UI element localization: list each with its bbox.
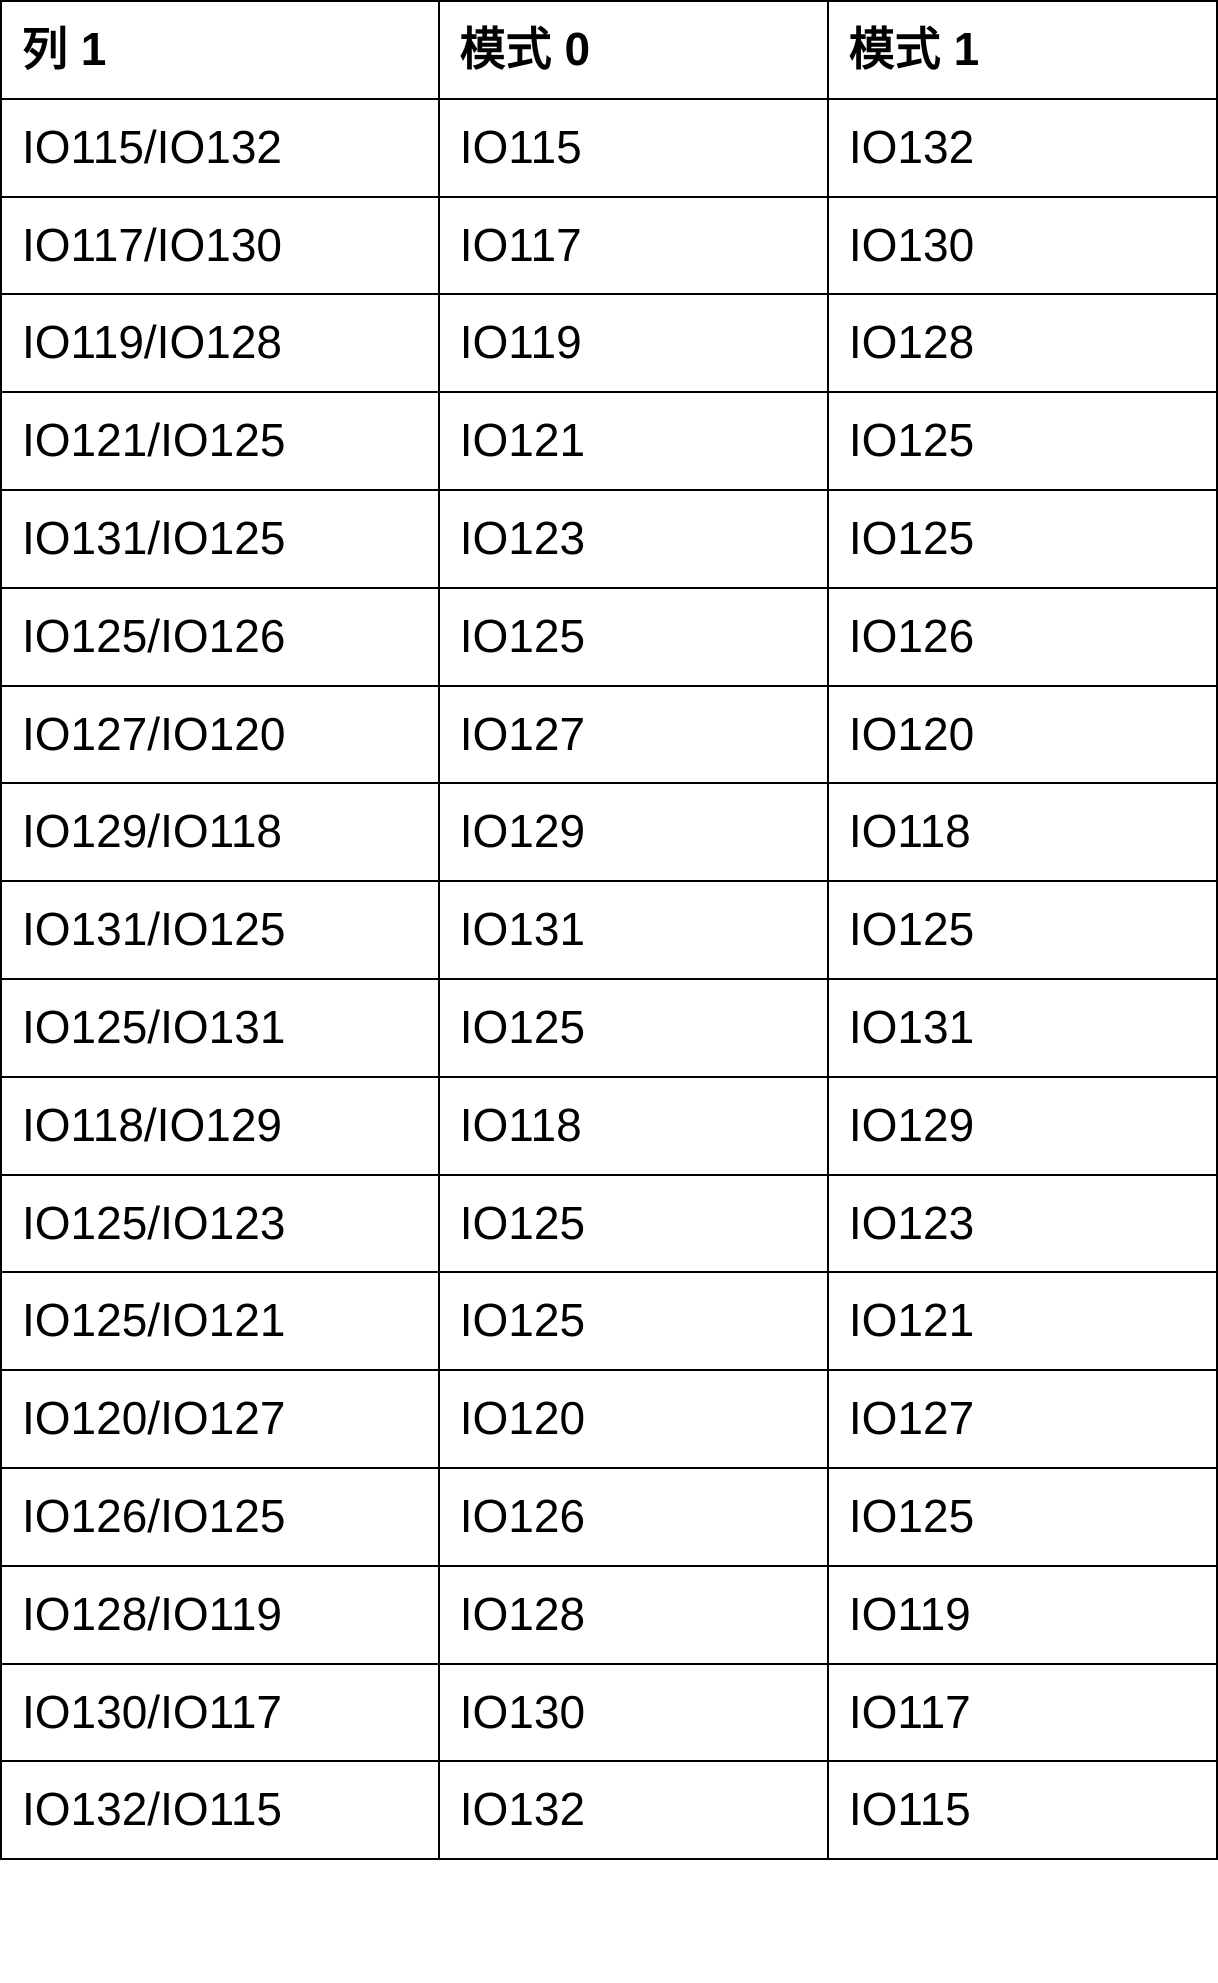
col-header-2: 模式 0 [439,1,828,99]
cell-mode1: IO131 [828,979,1217,1077]
cell-mode1: IO130 [828,197,1217,295]
cell-mode1: IO125 [828,392,1217,490]
table-row: IO128/IO119 IO128 IO119 [1,1566,1217,1664]
table-row: IO125/IO121 IO125 IO121 [1,1272,1217,1370]
cell-mode1: IO115 [828,1761,1217,1859]
cell-mode1: IO125 [828,490,1217,588]
cell-mode1: IO128 [828,294,1217,392]
cell-mode0: IO125 [439,588,828,686]
cell-mode1: IO123 [828,1175,1217,1273]
cell-col1: IO127/IO120 [1,686,439,784]
table-row: IO125/IO131 IO125 IO131 [1,979,1217,1077]
cell-col1: IO119/IO128 [1,294,439,392]
cell-mode1: IO117 [828,1664,1217,1762]
cell-col1: IO121/IO125 [1,392,439,490]
cell-col1: IO117/IO130 [1,197,439,295]
cell-mode0: IO115 [439,99,828,197]
cell-mode0: IO128 [439,1566,828,1664]
cell-col1: IO128/IO119 [1,1566,439,1664]
cell-mode1: IO126 [828,588,1217,686]
table-header-row: 列 1 模式 0 模式 1 [1,1,1217,99]
cell-mode0: IO131 [439,881,828,979]
cell-col1: IO125/IO131 [1,979,439,1077]
io-mode-table: 列 1 模式 0 模式 1 IO115/IO132 IO115 IO132 IO… [0,0,1218,1860]
cell-mode1: IO129 [828,1077,1217,1175]
table-row: IO129/IO118 IO129 IO118 [1,783,1217,881]
cell-mode1: IO120 [828,686,1217,784]
table-row: IO131/IO125 IO123 IO125 [1,490,1217,588]
cell-mode0: IO121 [439,392,828,490]
cell-mode0: IO120 [439,1370,828,1468]
cell-mode1: IO121 [828,1272,1217,1370]
cell-col1: IO125/IO126 [1,588,439,686]
cell-mode1: IO125 [828,1468,1217,1566]
cell-mode0: IO127 [439,686,828,784]
cell-col1: IO125/IO121 [1,1272,439,1370]
cell-mode0: IO118 [439,1077,828,1175]
table-row: IO127/IO120 IO127 IO120 [1,686,1217,784]
cell-mode0: IO123 [439,490,828,588]
cell-mode0: IO130 [439,1664,828,1762]
cell-mode0: IO117 [439,197,828,295]
table-row: IO130/IO117 IO130 IO117 [1,1664,1217,1762]
cell-mode0: IO129 [439,783,828,881]
cell-col1: IO129/IO118 [1,783,439,881]
table-row: IO132/IO115 IO132 IO115 [1,1761,1217,1859]
cell-mode1: IO118 [828,783,1217,881]
cell-mode0: IO125 [439,979,828,1077]
cell-col1: IO126/IO125 [1,1468,439,1566]
cell-col1: IO130/IO117 [1,1664,439,1762]
table-body: IO115/IO132 IO115 IO132 IO117/IO130 IO11… [1,99,1217,1859]
table-row: IO125/IO123 IO125 IO123 [1,1175,1217,1273]
cell-col1: IO118/IO129 [1,1077,439,1175]
cell-mode1: IO125 [828,881,1217,979]
cell-mode0: IO125 [439,1272,828,1370]
col-header-1: 列 1 [1,1,439,99]
cell-col1: IO120/IO127 [1,1370,439,1468]
cell-col1: IO132/IO115 [1,1761,439,1859]
cell-mode0: IO125 [439,1175,828,1273]
cell-col1: IO131/IO125 [1,490,439,588]
cell-col1: IO131/IO125 [1,881,439,979]
cell-mode1: IO119 [828,1566,1217,1664]
col-header-3: 模式 1 [828,1,1217,99]
cell-mode1: IO127 [828,1370,1217,1468]
io-mode-table-wrapper: 列 1 模式 0 模式 1 IO115/IO132 IO115 IO132 IO… [0,0,1218,1860]
table-row: IO118/IO129 IO118 IO129 [1,1077,1217,1175]
table-row: IO119/IO128 IO119 IO128 [1,294,1217,392]
cell-mode1: IO132 [828,99,1217,197]
cell-mode0: IO126 [439,1468,828,1566]
table-row: IO115/IO132 IO115 IO132 [1,99,1217,197]
cell-mode0: IO119 [439,294,828,392]
cell-mode0: IO132 [439,1761,828,1859]
table-row: IO126/IO125 IO126 IO125 [1,1468,1217,1566]
table-row: IO125/IO126 IO125 IO126 [1,588,1217,686]
cell-col1: IO125/IO123 [1,1175,439,1273]
table-row: IO131/IO125 IO131 IO125 [1,881,1217,979]
table-row: IO117/IO130 IO117 IO130 [1,197,1217,295]
table-row: IO120/IO127 IO120 IO127 [1,1370,1217,1468]
cell-col1: IO115/IO132 [1,99,439,197]
table-row: IO121/IO125 IO121 IO125 [1,392,1217,490]
